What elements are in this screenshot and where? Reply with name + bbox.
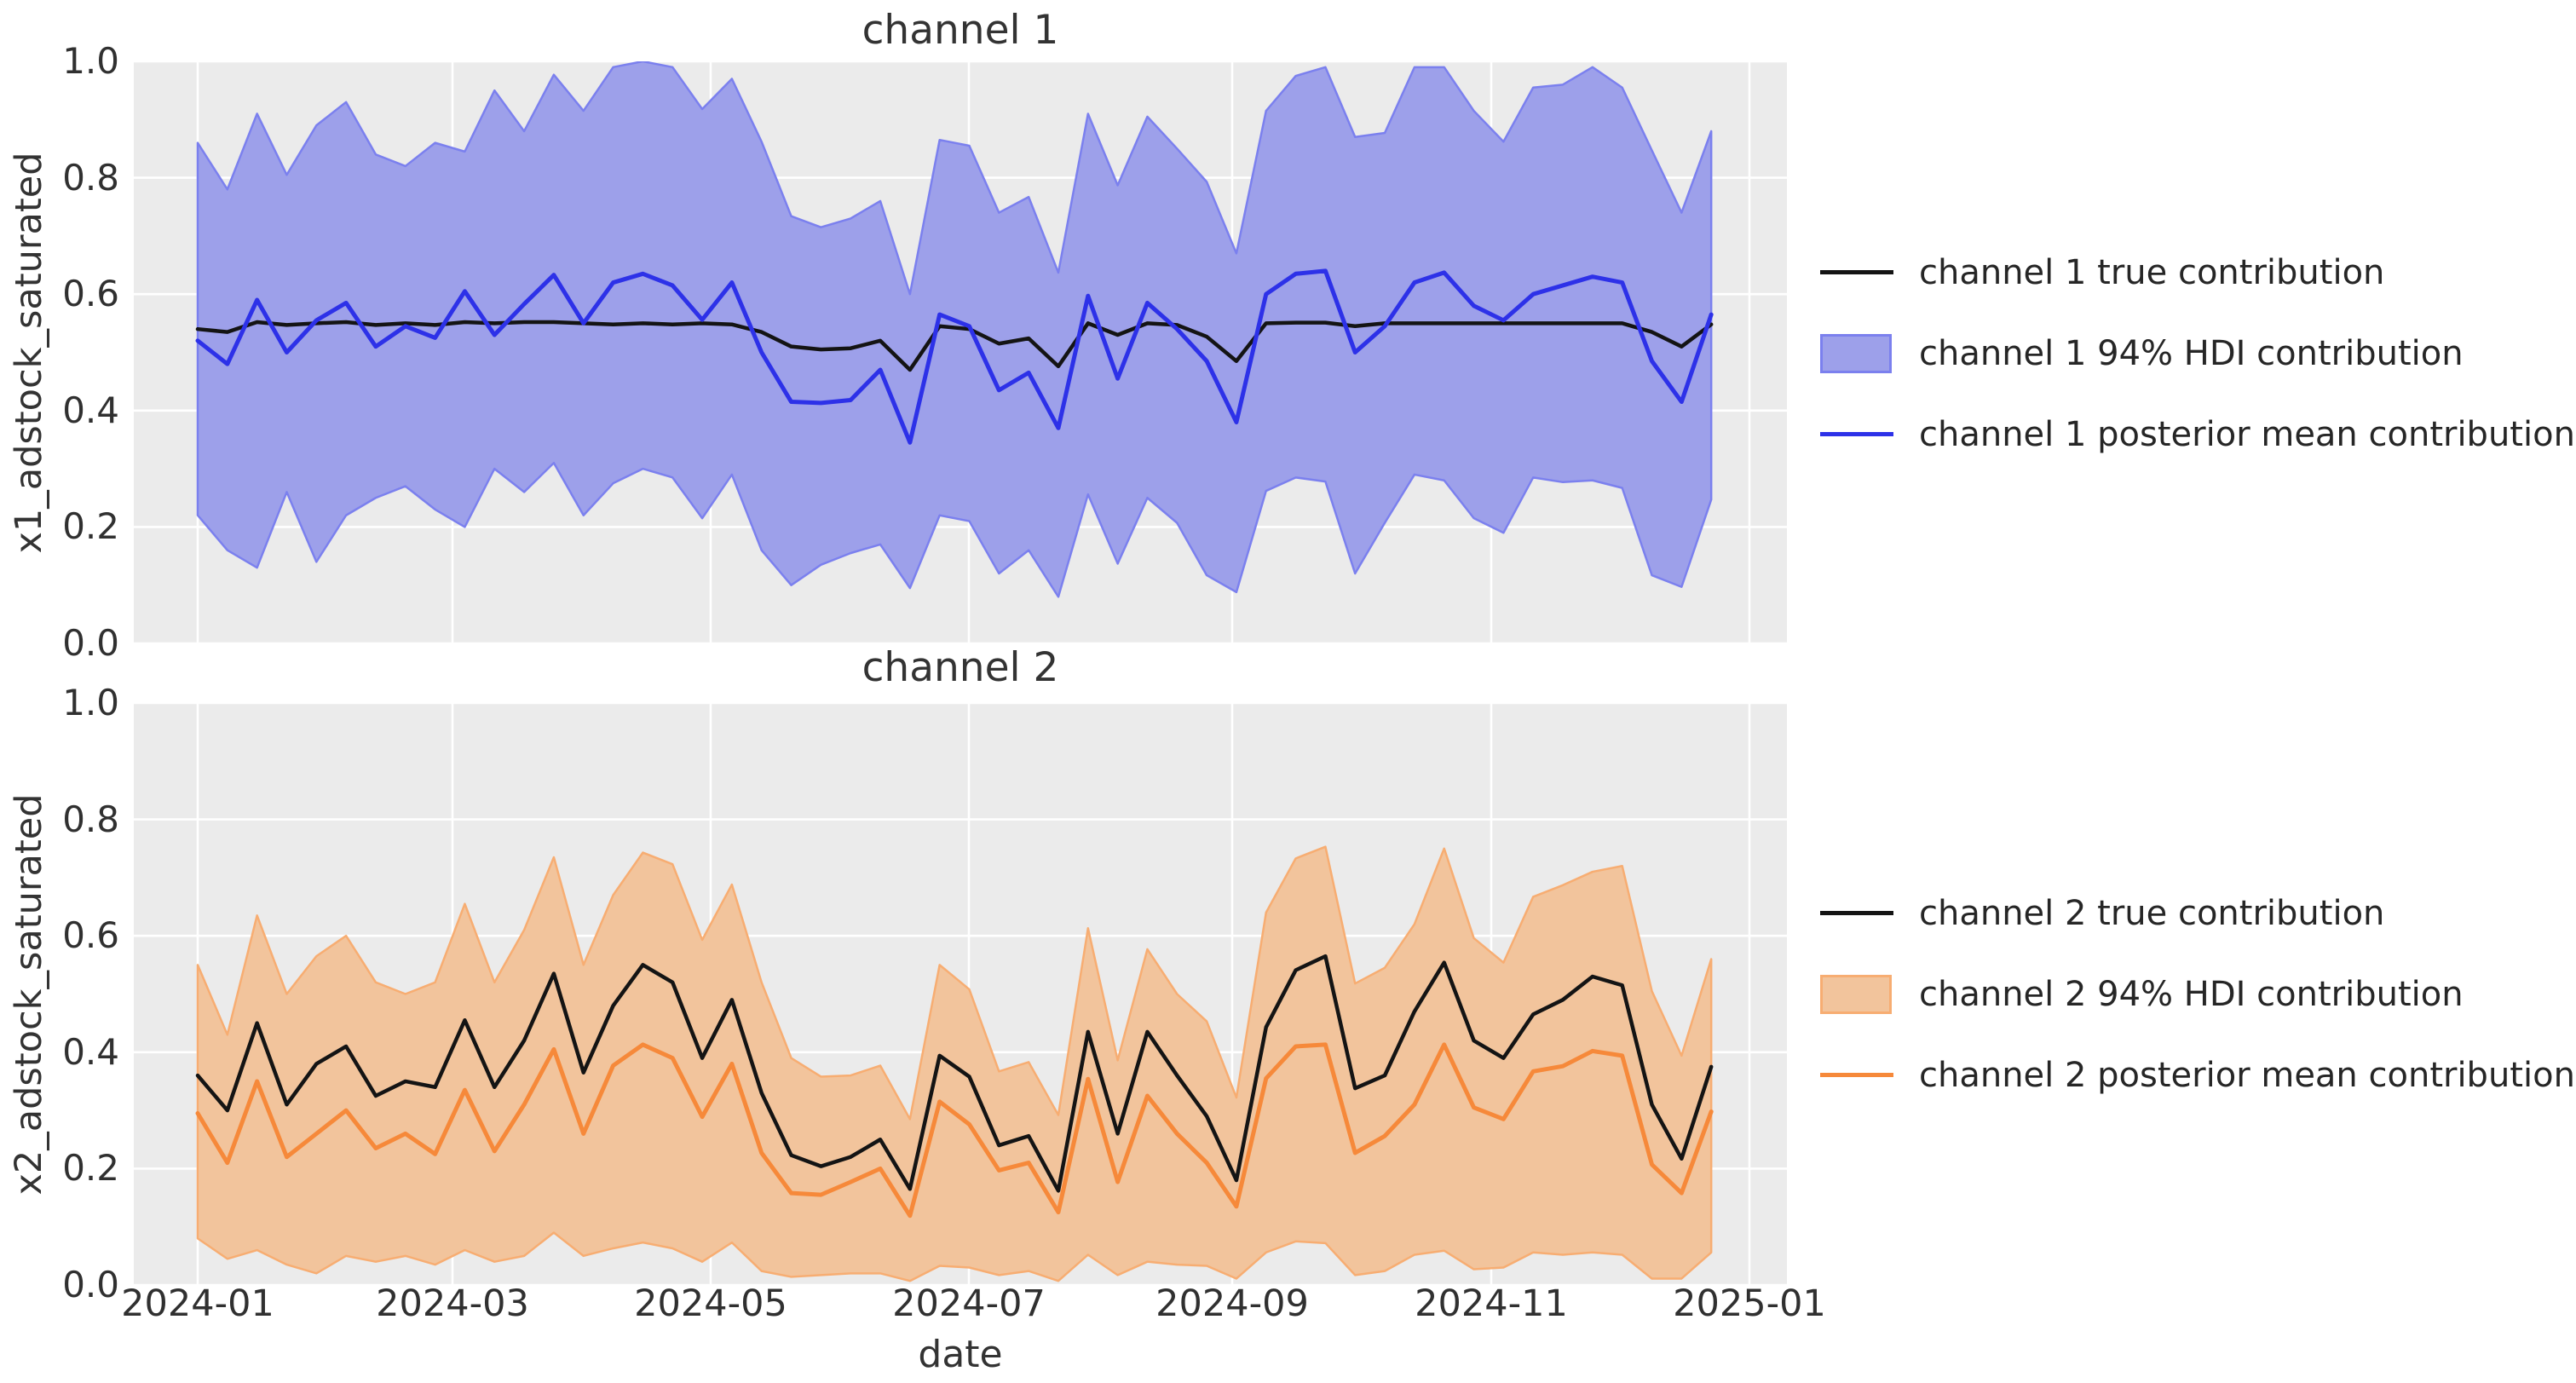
y-tick-label: 0.6 (62, 273, 119, 315)
posterior-mean-line-swatch (1820, 1073, 1893, 1077)
legend-item: channel 2 true contribution (1820, 873, 2575, 954)
chart2-plot-area (134, 703, 1787, 1285)
y-tick-label: 0.0 (62, 622, 119, 664)
chart1-y-axis-ticks: 0.0 0.2 0.4 0.6 0.8 1.0 (0, 43, 119, 662)
legend-item: channel 1 posterior mean contribution (1820, 394, 2575, 475)
legend-label: channel 1 posterior mean contribution (1919, 414, 2575, 454)
chart1-legend: channel 1 true contribution channel 1 94… (1820, 232, 2575, 475)
y-tick-label: 0.4 (62, 389, 119, 431)
y-tick-label: 0.8 (62, 156, 119, 199)
y-tick-label: 0.8 (62, 798, 119, 840)
legend-item: channel 1 true contribution (1820, 232, 2575, 313)
x-tick-label: 2024-11 (1415, 1282, 1568, 1325)
legend-label: channel 2 posterior mean contribution (1919, 1055, 2575, 1095)
chart2-y-axis-ticks: 0.0 0.2 0.4 0.6 0.8 1.0 (0, 684, 119, 1304)
legend-label: channel 2 94% HDI contribution (1919, 974, 2464, 1014)
chart1-plot-area (134, 61, 1787, 643)
legend-item: channel 2 posterior mean contribution (1820, 1034, 2575, 1115)
x-tick-label: 2024-07 (892, 1282, 1046, 1325)
y-tick-label: 1.0 (62, 40, 119, 82)
y-tick-label: 0.4 (62, 1030, 119, 1073)
chart2-canvas (134, 703, 1787, 1285)
y-tick-label: 0.0 (62, 1264, 119, 1305)
x-tick-label: 2024-01 (121, 1282, 274, 1325)
legend-label: channel 1 94% HDI contribution (1919, 333, 2464, 373)
y-tick-label: 0.2 (62, 1147, 119, 1190)
hdi-patch-swatch (1820, 974, 1893, 1014)
posterior-mean-line-swatch (1820, 432, 1893, 436)
legend-item: channel 2 94% HDI contribution (1820, 954, 2575, 1034)
x-axis-ticks: 2024-01 2024-03 2024-05 2024-07 2024-09 2024-… (121, 1281, 1826, 1327)
x-tick-label: 2024-09 (1155, 1282, 1309, 1325)
hdi-patch-swatch (1820, 333, 1893, 373)
y-tick-label: 1.0 (62, 682, 119, 723)
x-tick-label: 2024-05 (634, 1282, 787, 1325)
chart1-title: channel 1 (862, 7, 1059, 54)
chart1-canvas (134, 61, 1787, 643)
true-line-swatch (1820, 911, 1893, 915)
legend-label: channel 1 true contribution (1919, 252, 2385, 292)
x-tick-label: 2025-01 (1673, 1282, 1826, 1325)
x-tick-label: 2024-03 (376, 1282, 529, 1325)
true-line-swatch (1820, 270, 1893, 274)
chart2-legend: channel 2 true contribution channel 2 94… (1820, 873, 2575, 1115)
legend-item: channel 1 94% HDI contribution (1820, 313, 2575, 394)
y-tick-label: 0.2 (62, 505, 119, 548)
y-tick-label: 0.6 (62, 914, 119, 957)
chart2-title: channel 2 (862, 644, 1059, 691)
legend-label: channel 2 true contribution (1919, 893, 2385, 933)
x-axis-label: date (918, 1333, 1003, 1376)
